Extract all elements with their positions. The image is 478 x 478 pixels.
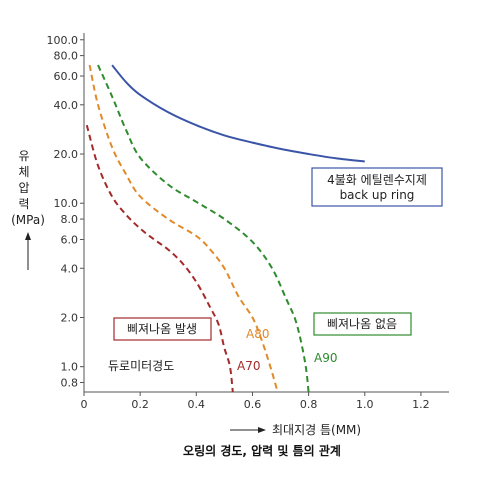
back-up-ring-annotation: 4불화 에틸렌수지제 back up ring	[311, 167, 443, 207]
durometer-label: 듀로미터경도	[108, 359, 174, 373]
x-tick-label: 0.4	[188, 398, 206, 411]
chart-caption: 오링의 경도, 압력 및 틈의 관계	[183, 443, 341, 458]
y-axis-title-unit: (MPa)	[11, 213, 45, 227]
axes	[83, 33, 449, 393]
y-axis-title-char-3: 압	[18, 181, 29, 195]
series-lines	[85, 64, 365, 393]
series-label-a90: A90	[314, 351, 337, 365]
y-tick-label: 80.0	[54, 50, 79, 63]
x-tick-label: 1.0	[356, 398, 374, 411]
x-tick-label: 0.6	[244, 398, 262, 411]
back-up-ring-label-line2: back up ring	[340, 188, 415, 202]
y-axis-title-char-4: 력	[18, 197, 29, 211]
y-tick-label: 60.0	[54, 70, 79, 83]
y-axis-title-char-2: 체	[18, 165, 29, 179]
y-tick-label: 10.0	[54, 197, 79, 210]
y-tick-label: 2.0	[61, 311, 79, 324]
extrusion-label: 삐져나옴 발생	[127, 322, 197, 336]
back-up-ring-label-line1: 4불화 에틸렌수지제	[327, 173, 427, 187]
x-tick-label: 0	[81, 398, 88, 411]
back-up-ring-box	[311, 167, 443, 207]
series-label-a80: A80	[246, 327, 269, 341]
series-line-a70	[85, 124, 234, 393]
x-axis-label: 최대지경 틈(MM)	[272, 423, 361, 437]
x-tick-label: 0.8	[300, 398, 318, 411]
series-label-a70: A70	[237, 359, 260, 373]
x-axis-title: 최대지경 틈(MM)	[230, 423, 361, 437]
y-tick-label: 6.0	[61, 233, 79, 246]
y-tick-label: 8.0	[61, 213, 79, 226]
y-axis-title-char-1: 유	[18, 149, 29, 163]
extrusion-box	[113, 317, 212, 341]
y-axis-arrowhead	[25, 232, 31, 240]
y-tick-label: 20.0	[54, 148, 79, 161]
y-tick-label: 4.0	[61, 262, 79, 275]
y-tick-label: 1.0	[61, 361, 79, 374]
extrusion-annotation: 삐져나옴 발생	[113, 317, 212, 341]
series-line-back-up-ring	[111, 64, 365, 163]
no-extrusion-box	[313, 312, 412, 336]
x-tick-label: 0.2	[131, 398, 149, 411]
y-tick-label: 100.0	[47, 34, 79, 47]
x-tick-label: 1.2	[412, 398, 430, 411]
ticks: 0 0.2 0.4 0.6 0.8 1.0 1.2 0.8 1.0 2.0 4.0 6.0 8.0 10.…	[47, 34, 430, 411]
no-extrusion-annotation: 삐져나옴 없음	[313, 312, 412, 336]
y-tick-label: 0.8	[61, 377, 79, 390]
y-tick-label: 40.0	[54, 99, 79, 112]
no-extrusion-label: 삐져나옴 없음	[327, 317, 397, 331]
series-line-a90	[97, 64, 310, 393]
x-axis-arrowhead	[258, 427, 266, 433]
y-axis-title: 유 체 압 력 (MPa)	[11, 149, 45, 270]
series-line-a80	[88, 64, 279, 393]
